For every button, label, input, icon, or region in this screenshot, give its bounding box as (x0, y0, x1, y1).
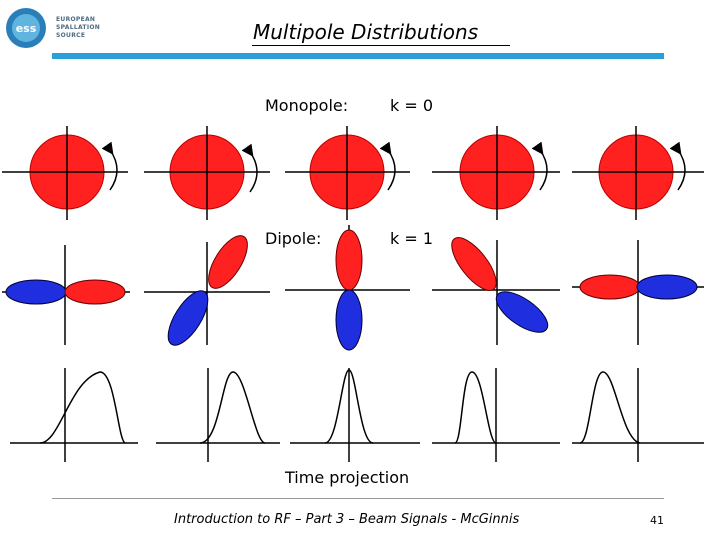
header-rule (52, 53, 664, 59)
page-number: 41 (650, 514, 664, 527)
monopole-panel-3 (285, 126, 410, 220)
monopole-panel-4 (432, 126, 560, 220)
time-projection-panel-3 (290, 368, 420, 462)
time-projection-panel-2 (156, 368, 280, 462)
monopole-panel-5 (572, 126, 704, 220)
title-underline (252, 45, 510, 46)
monopole-panel-2 (144, 126, 270, 220)
dipole-panel-2 (144, 235, 270, 346)
dipole-panel-1 (2, 245, 130, 345)
footer-rule (52, 498, 664, 499)
dipole-panel-5 (572, 240, 704, 345)
dipole-panel-3 (285, 225, 410, 351)
monopole-label: Monopole: (265, 96, 349, 115)
footer-text: Introduction to RF – Part 3 – Beam Signa… (174, 512, 520, 527)
time-projection-label: Time projection (285, 468, 410, 487)
time-projection-panel-4 (432, 368, 560, 462)
dipole-panel-4 (432, 237, 560, 345)
time-projection-panel-5 (572, 368, 704, 462)
logo-mark: ess (16, 22, 37, 35)
dipole-k-label: k = 1 (390, 229, 434, 248)
monopole-panel-1 (2, 126, 128, 220)
monopole-k-label: k = 0 (390, 96, 434, 115)
dipole-label: Dipole: (265, 229, 322, 248)
logo-text: EUROPEAN SPALLATION SOURCE (56, 16, 101, 39)
time-projection-panel-1 (10, 368, 138, 462)
page-title: Multipole Distributions (253, 20, 479, 44)
ess-logo: ess EUROPEAN SPALLATION SOURCE (4, 4, 104, 52)
ess-logo-icon: ess (6, 8, 46, 48)
